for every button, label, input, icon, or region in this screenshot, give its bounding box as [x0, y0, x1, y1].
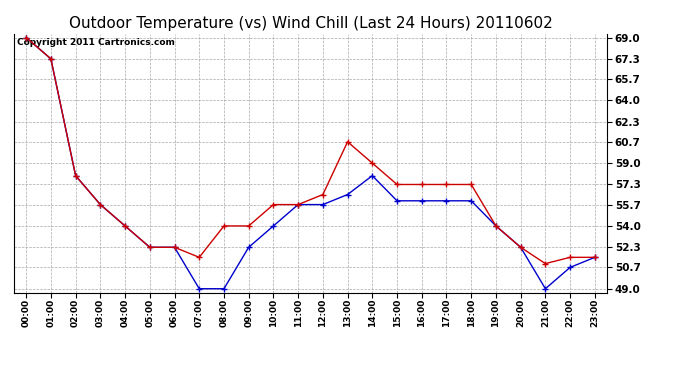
Title: Outdoor Temperature (vs) Wind Chill (Last 24 Hours) 20110602: Outdoor Temperature (vs) Wind Chill (Las… — [68, 16, 553, 31]
Text: Copyright 2011 Cartronics.com: Copyright 2011 Cartronics.com — [17, 38, 175, 46]
